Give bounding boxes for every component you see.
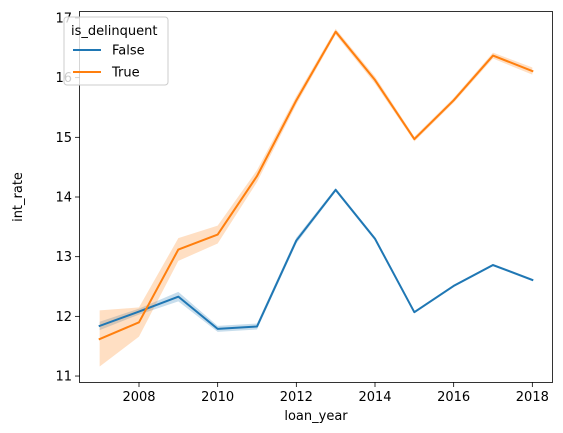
series-lines [98,30,534,341]
ci-band-true [99,28,533,367]
x-axis-label: loan_year [284,409,348,424]
y-tick-label: 15 [55,131,72,146]
ci-band-false [99,188,533,332]
x-tick-label: 2014 [358,390,391,405]
y-tick-label: 13 [55,250,72,265]
x-tick-label: 2012 [280,390,313,405]
x-axis: 2008 2010 2012 2014 2016 2018 [122,382,549,405]
x-tick-label: 2016 [437,390,470,405]
legend-title: is_delinquent [71,24,157,39]
y-tick-label: 12 [55,310,72,325]
x-tick-label: 2008 [122,390,155,405]
y-tick-label: 14 [55,191,72,206]
series-line-true [98,30,534,341]
legend: is_delinquent False True [63,16,169,86]
legend-label-false: False [112,44,145,59]
y-axis-label: int_rate [11,172,26,222]
legend-label-true: True [111,66,140,81]
y-tick-label: 11 [55,370,72,385]
x-tick-label: 2010 [201,390,234,405]
series-line-false [98,188,534,330]
legend-box [63,16,169,86]
x-tick-label: 2018 [516,390,549,405]
